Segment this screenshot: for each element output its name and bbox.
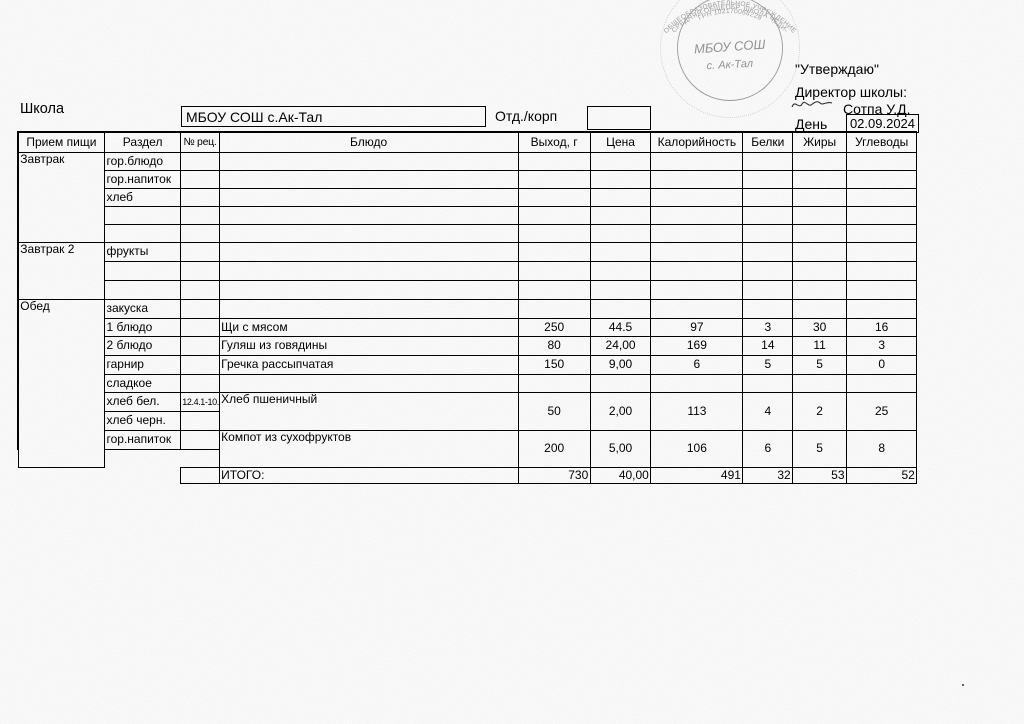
svg-text:СРЕДНЯЯ ОБЩЕОБР. ШКОЛА ЧЕДИ-: СРЕДНЯЯ ОБЩЕОБР. ШКОЛА ЧЕДИ- xyxy=(671,4,790,34)
svg-text:МБОУ СОШ: МБОУ СОШ xyxy=(694,37,766,57)
svg-text:с. Ак-Тал: с. Ак-Тал xyxy=(706,58,753,72)
